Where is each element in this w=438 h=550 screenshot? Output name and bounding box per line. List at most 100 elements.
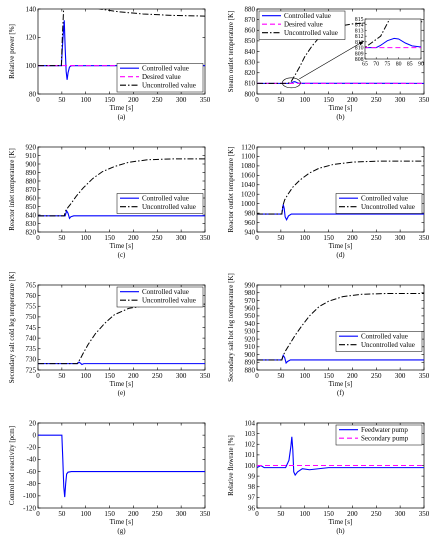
- x-tick-label: 300: [176, 234, 187, 242]
- y-axis-label: Secondary salt cold leg temperature [K]: [8, 272, 16, 384]
- panel-label: (c): [118, 251, 126, 259]
- panel-label: (h): [336, 527, 345, 535]
- x-tick-label: 100: [80, 96, 91, 104]
- y-tick-label: 930: [245, 328, 256, 336]
- y-tick-label: -120: [23, 504, 36, 512]
- legend-entry: Controlled value: [284, 12, 331, 20]
- legend-entry: Uncontrolled value: [361, 203, 415, 211]
- x-tick-label: 350: [200, 372, 211, 380]
- x-tick-label: 350: [419, 234, 430, 242]
- zoom-arrow-head: [359, 41, 364, 46]
- x-tick-label: 150: [323, 96, 334, 104]
- y-tick-label: 890: [26, 169, 37, 177]
- panel-label: (a): [118, 113, 126, 121]
- legend-entry: Desired value: [142, 73, 181, 81]
- x-tick-label: 200: [128, 372, 139, 380]
- x-tick-label: 100: [299, 510, 310, 518]
- y-tick-label: 1120: [241, 143, 255, 151]
- inset-x-tick-label: 85: [407, 62, 413, 68]
- y-axis-label: Relative flowrate [%]: [227, 435, 235, 496]
- y-tick-label: 920: [245, 335, 256, 343]
- x-tick-label: 50: [58, 234, 66, 242]
- panel-label: (f): [337, 389, 345, 397]
- y-tick-label: 880: [26, 177, 37, 185]
- zoom-ellipse: [282, 77, 301, 89]
- y-axis-label: Relative power [%]: [8, 24, 16, 79]
- y-tick-label: 98: [248, 483, 256, 491]
- inset-y-tick-label: 814: [355, 23, 364, 29]
- x-tick-label: 150: [104, 96, 115, 104]
- y-tick-label: 100: [26, 62, 37, 70]
- x-tick-label: 250: [152, 234, 163, 242]
- x-tick-label: 300: [176, 372, 187, 380]
- zoom-arrow: [299, 40, 365, 80]
- y-tick-label: 940: [245, 228, 256, 236]
- chart-panel-e: 0 50 100 150 200 250 300 350 725 730 735 740 745 750 7…: [8, 272, 211, 397]
- x-tick-label: 250: [371, 96, 382, 104]
- legend-entry: Desired value: [284, 21, 323, 29]
- x-tick-label: 150: [104, 234, 115, 242]
- x-tick-label: 350: [419, 96, 430, 104]
- inset-y-tick-label: 811: [355, 40, 364, 46]
- x-tick-label: 0: [255, 372, 259, 380]
- x-axis-label: Time [s]: [329, 518, 353, 526]
- x-tick-label: 250: [371, 372, 382, 380]
- x-tick-label: 150: [323, 372, 334, 380]
- legend-entry: Uncontrolled value: [142, 82, 196, 90]
- series-line-uncontrolled-value: [257, 293, 424, 361]
- y-tick-label: 735: [26, 345, 37, 353]
- inset-x-tick-label: 75: [385, 62, 391, 68]
- x-tick-label: 350: [200, 96, 211, 104]
- y-tick-label: -40: [27, 456, 37, 464]
- series-group: [257, 436, 424, 477]
- panel-label: (d): [336, 251, 345, 259]
- x-tick-label: 300: [395, 234, 406, 242]
- x-tick-label: 250: [371, 510, 382, 518]
- plot-frame: [256, 146, 425, 233]
- x-tick-label: 250: [152, 372, 163, 380]
- inset-x-tick-label: 90: [418, 62, 424, 68]
- series-group: [257, 293, 424, 365]
- x-tick-label: 200: [128, 510, 139, 518]
- y-tick-label: 745: [26, 324, 37, 332]
- y-tick-label: 880: [245, 366, 256, 374]
- inset-y-tick-label: 812: [355, 34, 364, 40]
- x-tick-label: 50: [58, 96, 66, 104]
- y-tick-label: 810: [245, 80, 256, 88]
- y-tick-label: 99: [248, 472, 256, 480]
- panel-label: (g): [117, 527, 126, 535]
- x-tick-label: 300: [176, 96, 187, 104]
- y-tick-label: 96: [248, 504, 256, 512]
- y-tick-label: 1060: [241, 172, 256, 180]
- y-tick-label: 860: [245, 27, 256, 35]
- y-tick-label: 980: [245, 289, 256, 297]
- x-tick-label: 200: [347, 96, 358, 104]
- panel-label: (e): [118, 389, 126, 397]
- plot-frame: [37, 422, 206, 509]
- y-tick-label: 960: [245, 219, 256, 227]
- chart-panel-a: 0 50 100 150 200 250 300 350 80 100 120 140 Time [s]…: [8, 5, 211, 121]
- x-tick-label: 250: [152, 510, 163, 518]
- y-axis-label: Reactor outlet temperature [K]: [227, 146, 235, 232]
- inset-y-tick-label: 810: [355, 46, 364, 52]
- y-tick-label: 900: [26, 160, 37, 168]
- y-tick-label: 880: [245, 5, 256, 13]
- x-tick-label: 50: [277, 234, 285, 242]
- y-tick-label: 850: [245, 37, 256, 45]
- y-tick-label: 103: [245, 430, 256, 438]
- y-tick-label: 740: [26, 334, 37, 342]
- plot-frame: [256, 284, 425, 371]
- x-tick-label: 50: [277, 96, 285, 104]
- y-axis-label: Steam outlet temperature [K]: [227, 11, 235, 93]
- y-tick-label: 900: [245, 351, 256, 359]
- y-axis-label: Secondary salt hot leg temperature [K]: [227, 273, 235, 382]
- y-tick-label: -20: [27, 444, 37, 452]
- y-tick-label: 890: [245, 359, 256, 367]
- x-tick-label: 0: [255, 234, 259, 242]
- y-tick-label: -80: [27, 480, 37, 488]
- y-tick-label: 750: [26, 313, 37, 321]
